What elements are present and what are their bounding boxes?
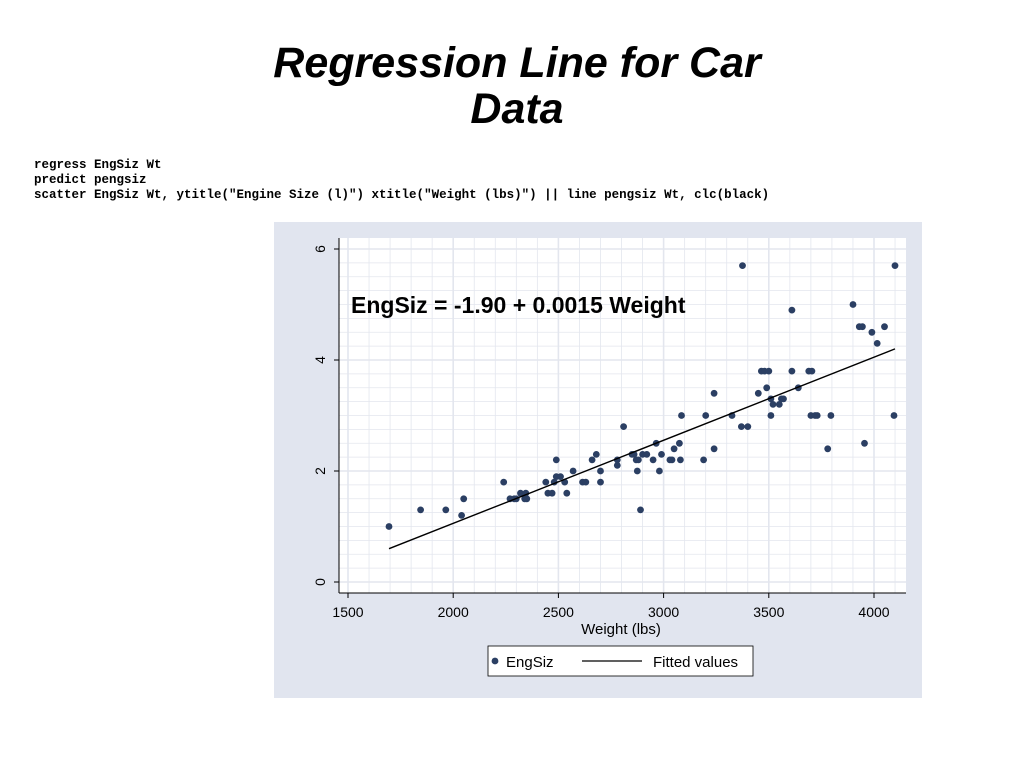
data-point	[620, 423, 627, 430]
data-point	[597, 467, 604, 475]
data-point	[649, 456, 657, 464]
data-point	[458, 512, 465, 519]
data-point	[700, 456, 707, 464]
data-point	[873, 340, 881, 347]
fitted-regression-line	[388, 348, 896, 550]
data-point	[668, 456, 676, 464]
data-point	[670, 445, 678, 453]
x-tick-label: 3000	[648, 604, 679, 620]
code-line-regress: regress EngSiz Wt	[34, 158, 162, 172]
data-point	[775, 401, 783, 408]
regression-equation-annotation: EngSiz = -1.90 + 0.0015 Weight	[351, 292, 686, 318]
slide-title-line-1: Regression Line for Car	[273, 39, 761, 87]
data-point	[702, 412, 710, 419]
data-point	[827, 412, 835, 419]
y-tick-label: 0	[312, 578, 328, 586]
data-point	[890, 412, 898, 419]
data-point	[767, 412, 775, 419]
data-point	[658, 451, 665, 458]
data-point	[678, 412, 685, 419]
data-point	[808, 367, 816, 375]
code-line-predict: predict pengsiz	[34, 173, 147, 187]
data-point	[500, 478, 508, 486]
y-tick-label: 6	[312, 245, 328, 253]
x-tick-label: 4000	[858, 604, 889, 620]
data-point	[633, 467, 641, 475]
data-point	[542, 478, 550, 486]
data-point	[582, 478, 590, 486]
data-point	[813, 412, 821, 419]
data-point	[765, 367, 773, 375]
data-point	[635, 456, 642, 464]
data-point	[868, 328, 876, 336]
data-point	[739, 262, 746, 269]
data-point	[385, 523, 393, 530]
data-point	[656, 467, 663, 475]
data-point	[859, 323, 866, 331]
data-point	[643, 451, 651, 458]
data-point	[788, 367, 796, 375]
data-point	[891, 262, 899, 269]
data-point	[824, 445, 832, 453]
data-point	[881, 323, 888, 331]
data-point	[710, 389, 718, 397]
x-tick-label: 2500	[543, 604, 574, 620]
legend-label-fitted-values: Fitted values	[653, 654, 738, 671]
data-point	[788, 306, 796, 314]
legend-label-engsiz: EngSiz	[506, 654, 554, 671]
x-tick-label: 1500	[332, 604, 363, 620]
data-point	[676, 439, 683, 447]
data-point	[592, 451, 600, 458]
data-point	[517, 489, 524, 497]
legend: EngSiz Fitted values	[487, 645, 754, 677]
data-point	[849, 301, 857, 308]
data-point	[613, 462, 621, 469]
data-point	[597, 478, 604, 486]
data-point	[754, 389, 762, 397]
data-point	[548, 489, 556, 497]
grid-lines	[339, 238, 906, 593]
data-point	[738, 423, 745, 430]
x-tick-label: 2000	[438, 604, 469, 620]
data-point	[780, 395, 787, 403]
axes: 1500 2000 2500 3000 3500 4000 0 2 4 6	[312, 238, 906, 620]
data-point	[563, 489, 571, 497]
data-point	[523, 495, 531, 503]
x-axis-title: Weight (lbs)	[581, 621, 661, 638]
data-point	[442, 506, 450, 514]
code-line-scatter: scatter EngSiz Wt, ytitle("Engine Size (…	[34, 188, 770, 202]
data-points	[385, 262, 899, 530]
slide-title-line-2: Data	[470, 85, 564, 133]
data-point	[460, 495, 468, 503]
data-point	[769, 401, 777, 408]
fitted-line-layer	[388, 348, 896, 550]
data-point	[417, 506, 424, 514]
legend-marker-engsiz	[491, 657, 499, 665]
data-point	[588, 456, 596, 464]
data-point	[677, 456, 684, 464]
data-point	[763, 384, 771, 392]
data-point	[569, 467, 577, 475]
data-point	[710, 445, 718, 453]
data-point	[861, 439, 868, 447]
data-point	[552, 456, 560, 464]
y-tick-label: 2	[312, 467, 328, 475]
stata-code-block: regress EngSiz Wt predict pengsiz scatte…	[34, 158, 769, 203]
slide-title: Regression Line for Car Data	[212, 40, 822, 132]
data-point	[744, 423, 752, 430]
data-point	[557, 473, 564, 480]
y-tick-label: 4	[312, 356, 328, 364]
x-tick-label: 3500	[753, 604, 784, 620]
data-point	[637, 506, 644, 514]
